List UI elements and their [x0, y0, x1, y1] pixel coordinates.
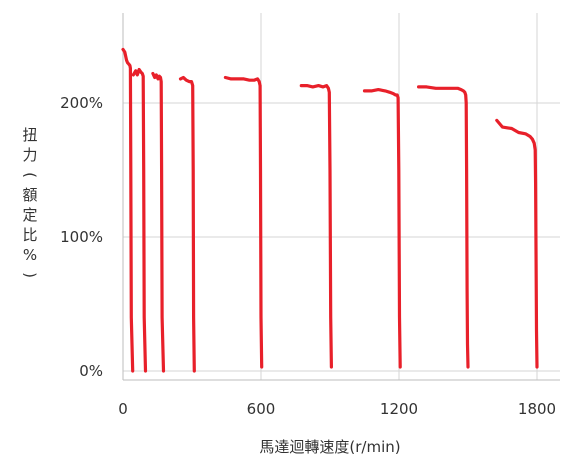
torque-segment-7	[362, 88, 402, 369]
x-tick-label: 1800	[518, 400, 556, 418]
x-tick-label: 600	[247, 400, 276, 418]
torque-segment-6	[299, 84, 333, 369]
x-tick-labels: 0 600 1200 1800	[118, 400, 556, 418]
y-axis-label-char: 扭	[22, 126, 37, 144]
grid-lines	[123, 13, 560, 380]
torque-segment-3	[151, 71, 166, 373]
y-tick-label: 0%	[79, 362, 103, 380]
y-axis-label-char: %	[23, 246, 37, 264]
y-axis-label-char: 力	[22, 146, 37, 164]
torque-segment-4	[178, 75, 196, 373]
y-axis-label-char: 定	[22, 206, 37, 224]
x-tick-label: 0	[118, 400, 128, 418]
y-axis-label-char: (	[21, 172, 39, 178]
axes	[122, 13, 560, 381]
y-tick-labels: 0% 100% 200%	[60, 94, 103, 380]
torque-segment-2	[131, 67, 148, 373]
y-axis-label-char: )	[21, 272, 39, 278]
torque-segment-8	[417, 85, 470, 369]
torque-segment-9	[495, 118, 539, 369]
x-tick-label: 1200	[380, 400, 418, 418]
torque-segment-1	[121, 47, 135, 373]
y-axis-label: 扭力 ( 額定比%)	[21, 126, 39, 278]
y-tick-label: 200%	[60, 94, 103, 112]
y-tick-label: 100%	[60, 228, 103, 246]
x-axis-label: 馬達迴轉速度(r/min)	[259, 438, 400, 456]
y-axis-label-char: 額	[22, 186, 37, 204]
y-axis-label-char: 比	[22, 226, 37, 244]
torque-series	[121, 47, 539, 373]
torque-segment-5	[223, 75, 264, 369]
